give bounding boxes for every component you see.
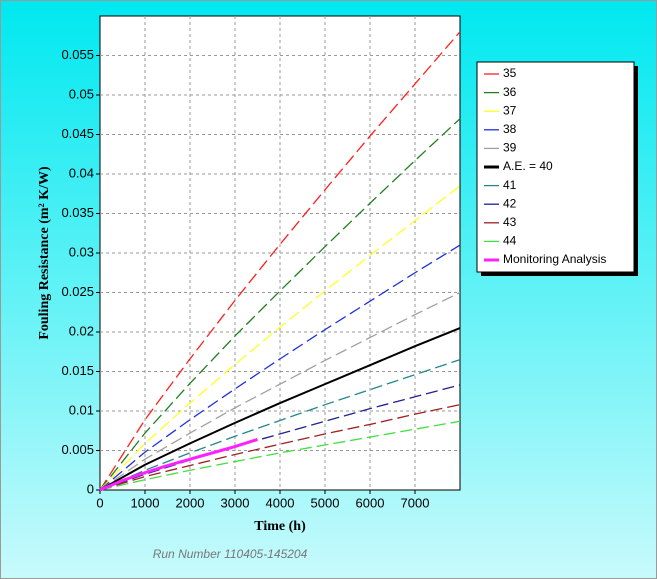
legend-label: Monitoring Analysis — [503, 252, 606, 266]
y-tick-label: 0.005 — [61, 442, 94, 457]
legend-label: 39 — [503, 141, 517, 155]
series-line — [99, 185, 461, 491]
series-line — [99, 404, 461, 491]
y-tick-label: 0.05 — [69, 86, 94, 101]
y-tick-label: 0.01 — [69, 402, 94, 417]
legend — [476, 61, 635, 273]
legend-label: 43 — [503, 215, 517, 229]
y-tick-label: 0.025 — [61, 284, 94, 299]
x-axis-title: Time (h) — [254, 519, 306, 534]
legend-label: 38 — [503, 122, 517, 136]
series-line — [99, 438, 258, 492]
series-line — [99, 31, 461, 491]
series-line — [99, 327, 461, 491]
y-tick-label: 0.045 — [61, 126, 94, 141]
legend-label: 35 — [503, 66, 517, 80]
x-tick-label: 3000 — [221, 495, 250, 510]
legend-label: 36 — [503, 85, 517, 99]
x-tick-label: 1000 — [131, 495, 160, 510]
y-tick-label: 0.055 — [61, 47, 94, 62]
series-line — [99, 244, 461, 491]
y-tick-label: 0.03 — [69, 244, 94, 259]
x-tick-label: 0 — [96, 495, 103, 510]
series-line — [99, 420, 461, 491]
legend-label: 37 — [503, 103, 517, 117]
x-tick-label: 6000 — [356, 495, 385, 510]
y-tick-label: 0.02 — [69, 323, 94, 338]
legend-label: 41 — [503, 178, 517, 192]
x-tick-label: 4000 — [266, 495, 295, 510]
x-tick-label: 2000 — [176, 495, 205, 510]
legend-label: A.E. = 40 — [503, 159, 553, 173]
x-tick-label: 7000 — [401, 495, 430, 510]
y-tick-label: 0 — [87, 481, 94, 496]
y-tick-label: 0.015 — [61, 363, 94, 378]
series-line — [99, 291, 461, 491]
y-axis-title: Fouling Resistance (m² K/W) — [37, 166, 52, 340]
y-tick-label: 0.035 — [61, 205, 94, 220]
y-tick-label: 0.04 — [69, 165, 94, 180]
series-line — [99, 384, 461, 491]
legend-label: 42 — [503, 196, 517, 210]
series-line — [99, 118, 461, 491]
series-line — [99, 359, 461, 491]
legend-label: 44 — [503, 234, 517, 248]
x-tick-label: 5000 — [311, 495, 340, 510]
run-number: Run Number 110405-145204 — [153, 547, 308, 561]
